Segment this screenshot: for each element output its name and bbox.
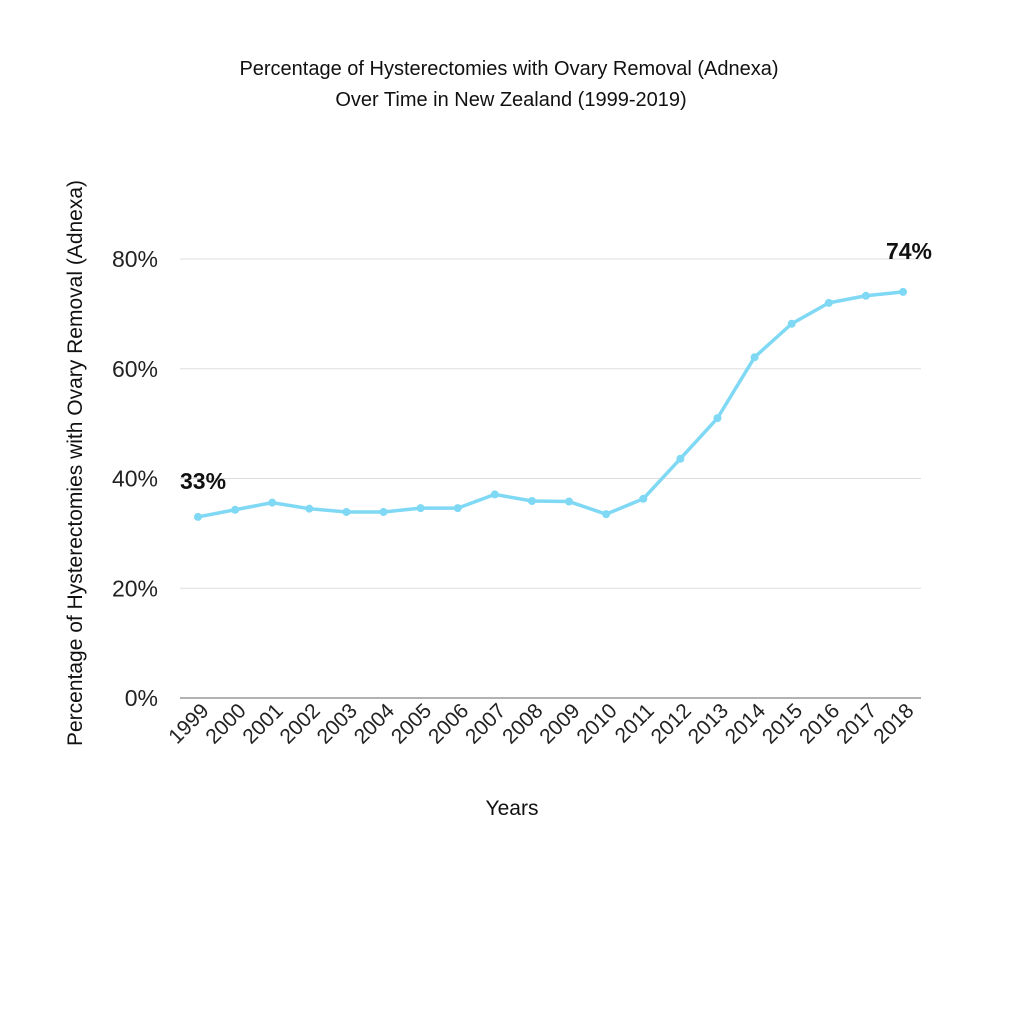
x-tick-label: 2002 [276,699,325,748]
y-tick-label: 60% [112,356,158,382]
x-tick-label: 2004 [350,699,400,749]
data-point [639,494,648,503]
data-point [453,504,462,513]
chart-title-line-2: Over Time in New Zealand (1999-2019) [335,89,686,111]
x-tick-label: 2008 [498,699,547,748]
x-tick-label: 2010 [572,699,621,748]
x-tick-label: 2003 [313,699,362,748]
y-axis-label: Percentage of Hysterectomies with Ovary … [64,180,87,746]
x-tick-label: 2007 [461,699,510,748]
data-point [861,291,870,300]
data-point [305,504,314,513]
data-point [565,497,574,506]
y-tick-label: 80% [112,246,158,272]
x-tick-label: 2015 [758,699,807,748]
data-point [527,496,536,505]
x-tick-label: 2016 [795,699,844,748]
data-point [379,507,388,516]
data-point [342,507,351,516]
x-tick-label: 2012 [647,699,696,748]
data-point [824,298,833,307]
data-point [787,319,796,328]
x-tick-label: 2018 [869,699,918,748]
x-tick-label: 2005 [387,699,436,748]
data-point [750,353,759,362]
x-tick-label: 2011 [611,699,659,747]
y-tick-label: 40% [112,466,158,492]
data-point [899,287,907,296]
x-tick-label: 2013 [684,699,733,748]
x-tick-label: 1999 [164,699,213,748]
x-tick-label: 2009 [535,699,584,748]
data-point [676,454,685,463]
x-tick-label: 2014 [721,699,771,749]
data-point [602,510,611,519]
data-label: 33% [180,468,226,494]
chart-title-line-1: Percentage of Hysterectomies with Ovary … [239,58,778,80]
data-point [194,512,202,521]
data-label: 74% [886,238,932,264]
y-tick-label: 20% [112,575,158,601]
x-tick-label: 2017 [832,699,881,748]
data-line [197,290,904,519]
data-point [231,505,240,514]
x-tick-label: 2001 [238,699,287,748]
data-point [416,504,425,513]
data-point [713,414,722,423]
x-tick-label: 2000 [201,699,250,748]
x-tick-label: 2006 [424,699,473,748]
data-point [490,490,499,499]
x-axis-label: Years [486,797,539,820]
y-tick-label: 0% [125,685,158,711]
data-point [268,498,277,507]
